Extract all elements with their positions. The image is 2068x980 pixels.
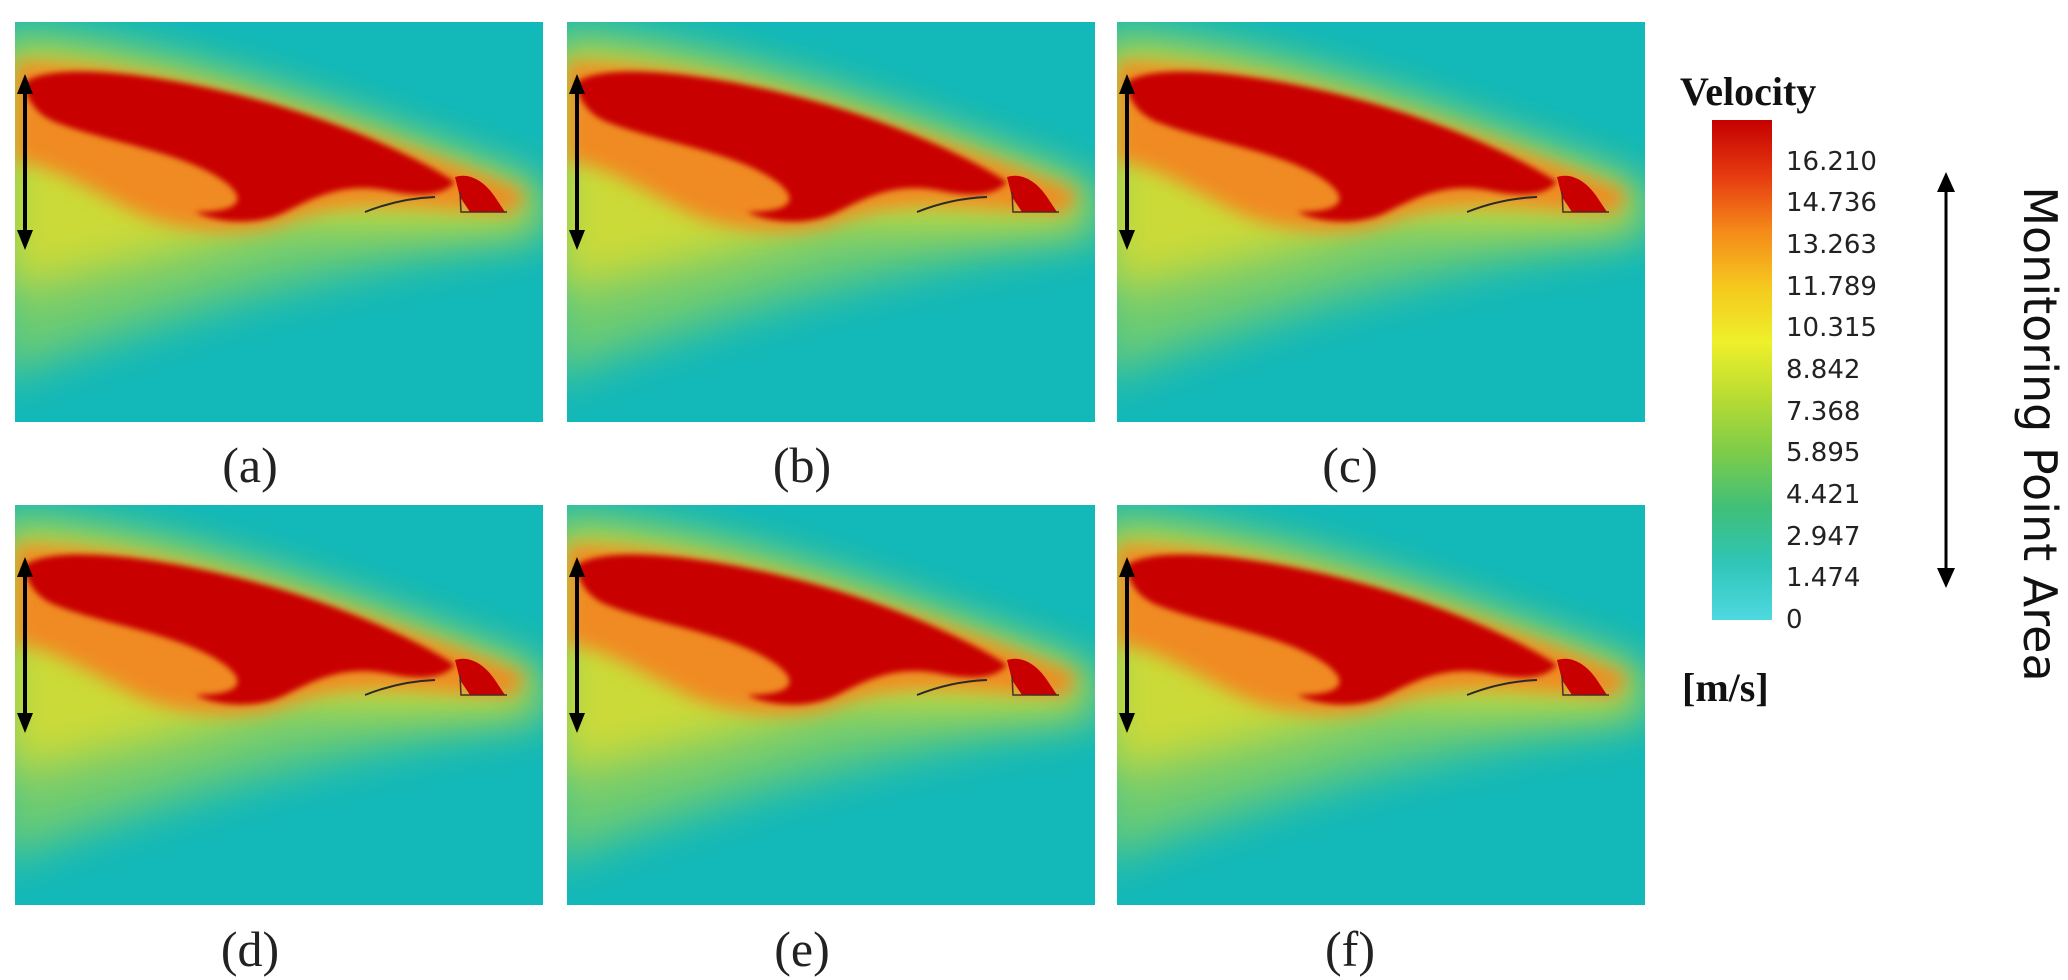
panel-caption-f: (f) <box>1325 921 1375 977</box>
contour-panel-e <box>567 505 1095 905</box>
panel-caption-c: (c) <box>1322 437 1378 493</box>
colorbar-tick-label: 10.315 <box>1786 313 1877 344</box>
colorbar-tick-label: 0 <box>1786 605 1803 635</box>
colorbar-tick-label: 7.368 <box>1786 396 1861 427</box>
colorbar-tick-label: 16.210 <box>1786 146 1877 177</box>
colorbar-tick-label: 13.263 <box>1786 229 1877 260</box>
contour-panel-c <box>1117 22 1645 422</box>
colorbar-tick-label: 2.947 <box>1786 521 1861 552</box>
monitoring-point-area-text: Monitoring Point Area <box>2013 186 2067 682</box>
monitoring-point-area-label: Monitoring Point Area <box>2010 114 2068 754</box>
contour-panel-d <box>15 505 543 905</box>
colorbar-tick-label: 14.736 <box>1786 188 1877 219</box>
monitoring-area-arrow-icon <box>1926 170 1966 590</box>
contour-panel-a <box>15 22 543 422</box>
legend-title: Velocity <box>1680 69 1817 114</box>
colorbar-tick-label: 4.421 <box>1786 479 1861 510</box>
panel-caption-e: (e) <box>774 921 830 977</box>
panel-caption-a: (a) <box>222 437 278 493</box>
velocity-colorbar <box>1712 120 1772 620</box>
colorbar-tick-label: 8.842 <box>1786 354 1861 385</box>
contour-panel-f <box>1117 505 1645 905</box>
colorbar-tick-label: 1.474 <box>1786 563 1861 594</box>
colorbar-tick-label: 11.789 <box>1786 271 1877 302</box>
legend-unit: [m/s] <box>1682 665 1769 710</box>
panel-caption-b: (b) <box>772 437 832 493</box>
colorbar-tick-label: 5.895 <box>1786 438 1861 469</box>
panel-caption-d: (d) <box>220 921 280 977</box>
contour-panel-b <box>567 22 1095 422</box>
